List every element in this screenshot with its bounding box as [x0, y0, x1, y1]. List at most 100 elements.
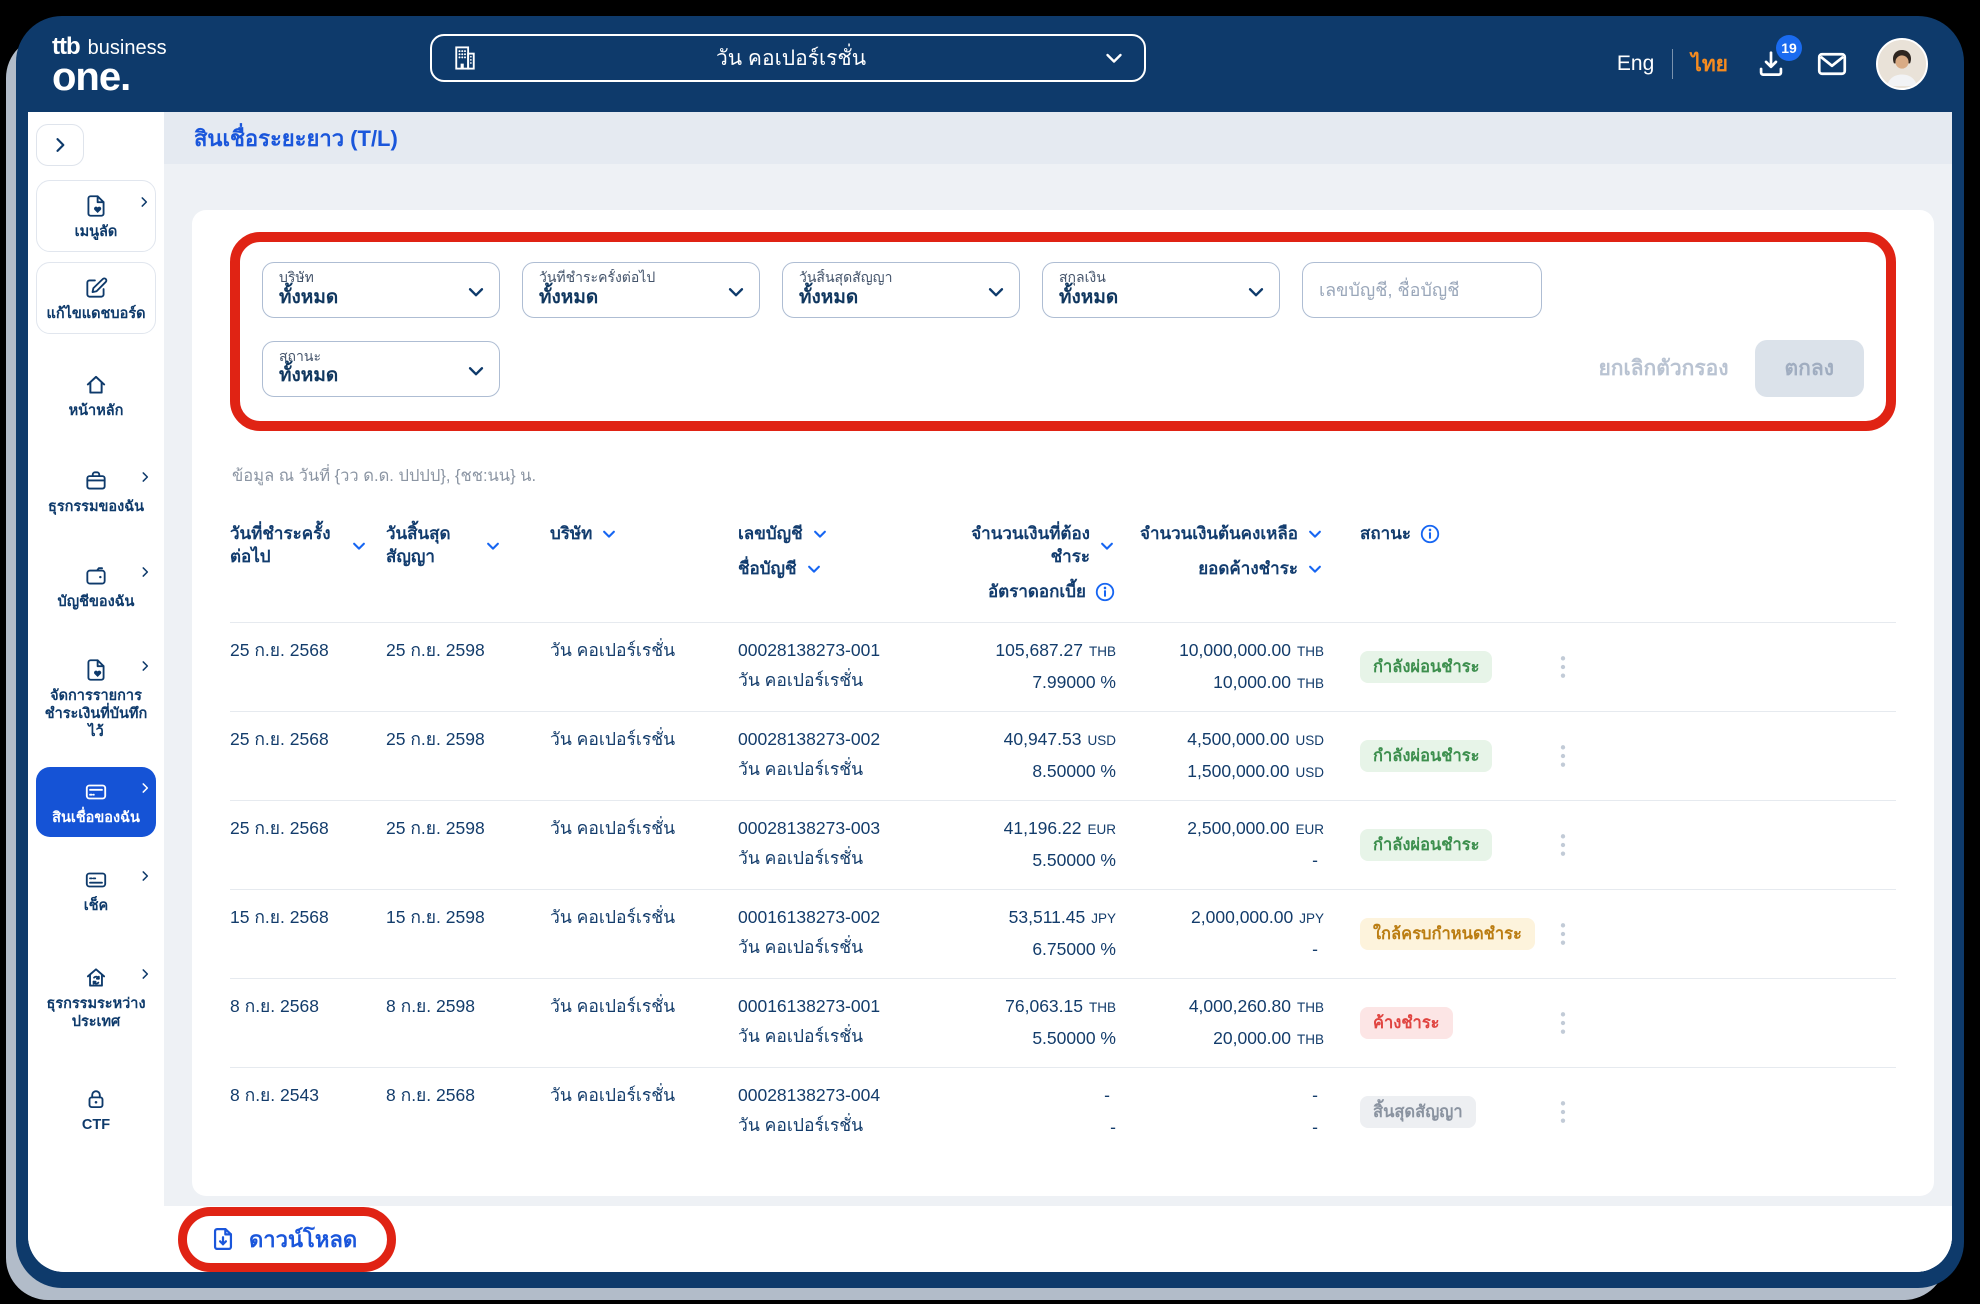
header-overdue-amount: ยอดค้างชำระ	[1198, 558, 1298, 581]
account-name: วัน คอเปอร์เรชั่น	[738, 1021, 934, 1051]
chevron-right-icon	[138, 869, 152, 883]
cell-next-payment-date: 25 ก.ย. 2568	[230, 724, 380, 788]
data-as-of-text: ข้อมูล ณ วันที่ {วว ด.ด. ปปปป}, {ชช:นน} …	[232, 463, 1896, 489]
sort-next-payment-date-button[interactable]	[350, 537, 368, 555]
user-avatar[interactable]	[1876, 38, 1928, 90]
status-info-icon[interactable]	[1419, 523, 1441, 545]
sidebar-item-saved-payments[interactable]: จัดการรายการชำระเงินที่บันทึกไว้	[36, 645, 156, 751]
cell-principal: 4,000,260.80THB 20,000.00THB	[1122, 991, 1324, 1055]
sidebar-item-ctf[interactable]: CTF	[36, 1074, 156, 1144]
wallet-icon	[42, 563, 150, 589]
sidebar-item-edit-dashboard[interactable]: แก้ไขแดชบอร์ด	[36, 262, 156, 334]
cell-account: 00016138273-002 วัน คอเปอร์เรชั่น	[738, 902, 934, 966]
house-transfer-icon	[42, 965, 150, 991]
apply-filters-button[interactable]: ตกลง	[1755, 340, 1864, 397]
sidebar-item-international-transactions[interactable]: ธุรกรรมระหว่างประเทศ	[36, 953, 156, 1041]
annotation-download-highlight: ดาวน์โหลด	[178, 1207, 396, 1272]
sidebar-item-home[interactable]: หน้าหลัก	[36, 360, 156, 430]
cell-amount-due: 105,687.27THB 7.99000 %	[940, 635, 1116, 699]
download-button[interactable]: ดาวน์โหลด	[209, 1222, 357, 1257]
filter-value: ทั้งหมด	[279, 286, 459, 311]
table-row: 8 ก.ย. 2568 8 ก.ย. 2598 วัน คอเปอร์เรชั่…	[230, 978, 1896, 1067]
status-badge: ค้างชำระ	[1360, 1007, 1453, 1040]
account-number: 00016138273-001	[738, 991, 934, 1021]
credit-card-icon	[42, 779, 150, 805]
company-selector-dropdown[interactable]: วัน คอเปอร์เรชั่น	[430, 34, 1146, 82]
cell-contract-end-date: 15 ก.ย. 2598	[386, 902, 544, 966]
account-number: 00016138273-002	[738, 902, 934, 932]
interest-rate: 5.50000 %	[940, 1023, 1116, 1053]
status-badge: ใกล้ครบกำหนดชำระ	[1360, 918, 1535, 951]
footer-bar: ดาวน์โหลด	[164, 1206, 1952, 1272]
header-account-number: เลขบัญชี	[738, 523, 803, 546]
app-body: เมนูลัด แก้ไขแดชบอร์ด	[28, 112, 1952, 1272]
status-badge: สิ้นสุดสัญญา	[1360, 1096, 1476, 1129]
language-eng-button[interactable]: Eng	[1617, 52, 1654, 76]
interest-rate: -	[940, 1112, 1116, 1142]
filter-label: วันที่ชำระครั้งต่อไป	[539, 269, 719, 286]
sort-company-button[interactable]	[600, 525, 618, 543]
cell-principal: 4,500,000.00USD 1,500,000.00USD	[1122, 724, 1324, 788]
cell-next-payment-date: 25 ก.ย. 2568	[230, 813, 380, 877]
filter-status-dropdown[interactable]: สถานะ ทั้งหมด	[262, 341, 500, 397]
interest-rate-info-icon[interactable]	[1094, 581, 1116, 603]
cell-account: 00028138273-002 วัน คอเปอร์เรชั่น	[738, 724, 934, 788]
language-thai-button[interactable]: ไทย	[1691, 48, 1728, 81]
filter-next-payment-date-dropdown[interactable]: วันที่ชำระครั้งต่อไป ทั้งหมด	[522, 262, 760, 318]
row-menu-button[interactable]	[1548, 1004, 1578, 1042]
sidebar-item-my-loans[interactable]: สินเชื่อของฉัน	[36, 767, 156, 837]
app-window: ttb business one. วัน คอเปอร์เรชั่น	[16, 16, 1964, 1288]
screenshot-stage: ttb business one. วัน คอเปอร์เรชั่น	[0, 0, 1980, 1304]
mail-button[interactable]	[1814, 46, 1850, 82]
sort-overdue-amount-button[interactable]	[1306, 560, 1324, 578]
sidebar-item-cheque[interactable]: เช็ค	[36, 855, 156, 925]
sidebar-item-my-accounts[interactable]: บัญชีของฉัน	[36, 551, 156, 621]
sidebar-item-shortcut-menu[interactable]: เมนูลัด	[36, 180, 156, 252]
sort-principal-remaining-button[interactable]	[1306, 525, 1324, 543]
sidebar-expand-button[interactable]	[36, 124, 84, 166]
table-row: 25 ก.ย. 2568 25 ก.ย. 2598 วัน คอเปอร์เรช…	[230, 622, 1896, 711]
cell-next-payment-date: 25 ก.ย. 2568	[230, 635, 380, 699]
row-menu-button[interactable]	[1548, 737, 1578, 775]
filter-contract-end-date-dropdown[interactable]: วันสิ้นสุดสัญญา ทั้งหมด	[782, 262, 1020, 318]
annotation-filter-highlight: บริษัท ทั้งหมด วันที่ชำระครั้งต่อไป ทั้ง…	[230, 232, 1896, 431]
header-amount-due: จำนวนเงินที่ต้องชำระ	[962, 523, 1090, 569]
account-name: วัน คอเปอร์เรชั่น	[738, 665, 934, 695]
filter-currency-dropdown[interactable]: สกุลเงิน ทั้งหมด	[1042, 262, 1280, 318]
table-row: 25 ก.ย. 2568 25 ก.ย. 2598 วัน คอเปอร์เรช…	[230, 800, 1896, 889]
row-menu-button[interactable]	[1548, 1093, 1578, 1131]
language-separator	[1672, 49, 1673, 79]
page-title: สินเชื่อระยะยาว (T/L)	[194, 121, 398, 156]
account-search-input[interactable]	[1302, 262, 1542, 318]
sort-contract-end-date-button[interactable]	[484, 537, 502, 555]
sort-account-name-button[interactable]	[805, 560, 823, 578]
clear-filters-button[interactable]: ยกเลิกตัวกรอง	[1598, 352, 1728, 385]
header-company: บริษัท	[550, 523, 592, 546]
header-contract-end-date: วันสิ้นสุดสัญญา	[386, 523, 476, 569]
cell-contract-end-date: 25 ก.ย. 2598	[386, 813, 544, 877]
status-badge: กำลังผ่อนชำระ	[1360, 740, 1492, 773]
sort-account-number-button[interactable]	[811, 525, 829, 543]
interest-rate: 5.50000 %	[940, 845, 1116, 875]
filter-row-1: บริษัท ทั้งหมด วันที่ชำระครั้งต่อไป ทั้ง…	[262, 262, 1864, 318]
downloads-button[interactable]: 19	[1754, 47, 1788, 81]
filter-company-dropdown[interactable]: บริษัท ทั้งหมด	[262, 262, 500, 318]
table-header-row: วันที่ชำระครั้งต่อไป วันสิ้นสุดสัญญา	[230, 523, 1896, 622]
language-switcher: Eng ไทย	[1617, 48, 1728, 81]
row-menu-button[interactable]	[1548, 648, 1578, 686]
cell-contract-end-date: 8 ก.ย. 2568	[386, 1080, 544, 1144]
logo-one-text: one.	[52, 57, 167, 97]
cell-amount-due: 53,511.45JPY 6.75000 %	[940, 902, 1116, 966]
chevron-down-icon	[985, 281, 1007, 303]
filter-label: สกุลเงิน	[1059, 269, 1239, 286]
cell-company: วัน คอเปอร์เรชั่น	[550, 902, 732, 966]
sort-amount-due-button[interactable]	[1098, 537, 1116, 555]
account-number: 00028138273-003	[738, 813, 934, 843]
sidebar-item-my-transactions[interactable]: ธุรกรรมของฉัน	[36, 456, 156, 526]
download-label: ดาวน์โหลด	[249, 1222, 357, 1257]
row-menu-button[interactable]	[1548, 826, 1578, 864]
row-menu-button[interactable]	[1548, 915, 1578, 953]
loans-card: บริษัท ทั้งหมด วันที่ชำระครั้งต่อไป ทั้ง…	[192, 210, 1934, 1196]
cell-next-payment-date: 8 ก.ย. 2543	[230, 1080, 380, 1144]
app-header: ttb business one. วัน คอเปอร์เรชั่น	[16, 16, 1964, 112]
